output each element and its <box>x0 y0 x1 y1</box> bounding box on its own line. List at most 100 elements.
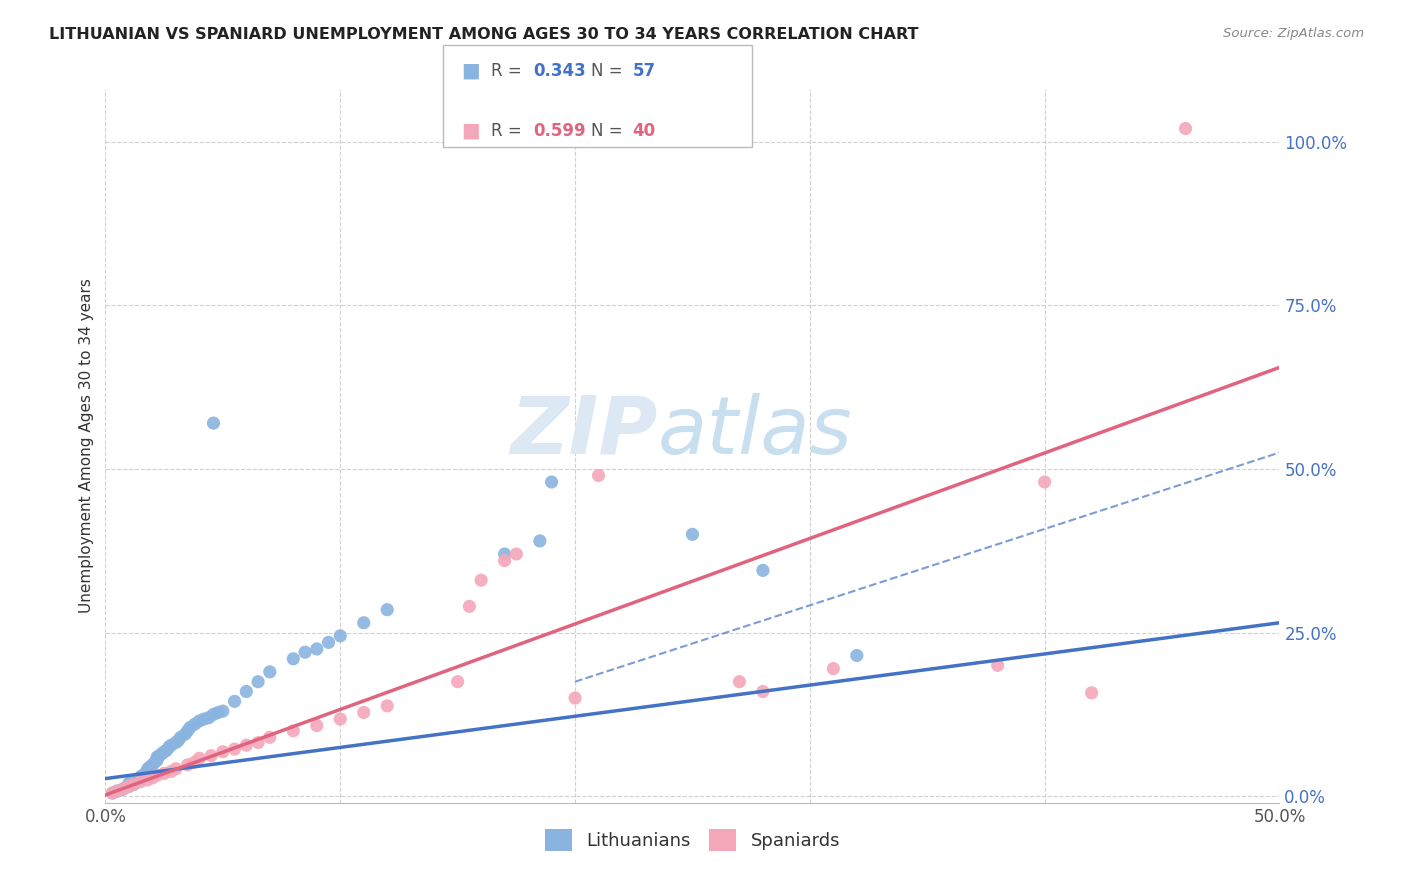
Y-axis label: Unemployment Among Ages 30 to 34 years: Unemployment Among Ages 30 to 34 years <box>79 278 94 614</box>
Point <box>183 717 205 731</box>
Point <box>494 553 516 567</box>
Point <box>165 762 187 776</box>
Point <box>146 768 169 782</box>
Point <box>329 712 352 726</box>
Point <box>200 748 222 763</box>
Point <box>207 706 229 720</box>
Point <box>129 775 152 789</box>
Point <box>283 723 305 738</box>
Point <box>179 721 201 735</box>
Point <box>305 642 328 657</box>
Point <box>122 777 145 791</box>
Point <box>987 658 1010 673</box>
Point <box>235 684 257 698</box>
Point <box>1033 475 1056 489</box>
Point <box>153 745 176 759</box>
Point <box>150 747 173 761</box>
Text: ZIP: ZIP <box>510 392 657 471</box>
Point <box>470 573 492 587</box>
Point <box>305 718 328 732</box>
Point <box>752 684 775 698</box>
Point <box>259 665 281 679</box>
Text: ▪: ▪ <box>460 57 481 86</box>
Point <box>112 781 135 796</box>
Point <box>141 757 163 772</box>
Point <box>112 781 135 796</box>
Point <box>167 733 190 747</box>
Point <box>1174 121 1197 136</box>
Point <box>155 743 177 757</box>
Point <box>224 742 246 756</box>
Point <box>105 784 128 798</box>
Point <box>202 416 225 430</box>
Point <box>146 753 169 767</box>
Point <box>447 674 470 689</box>
Point <box>129 770 152 784</box>
Point <box>105 784 128 798</box>
Text: N =: N = <box>591 122 627 140</box>
Point <box>136 762 159 776</box>
Point <box>247 674 270 689</box>
Point <box>111 782 134 797</box>
Point <box>153 766 176 780</box>
Point <box>139 760 162 774</box>
Point <box>211 745 233 759</box>
Text: ▪: ▪ <box>460 117 481 145</box>
Point <box>529 533 551 548</box>
Legend: Lithuanians, Spaniards: Lithuanians, Spaniards <box>537 822 848 858</box>
Point <box>564 691 586 706</box>
Point <box>176 757 198 772</box>
Point <box>136 772 159 787</box>
Point <box>176 723 198 738</box>
Point <box>129 771 152 785</box>
Point <box>118 780 141 794</box>
Point <box>588 468 610 483</box>
Point <box>353 706 375 720</box>
Point <box>235 738 257 752</box>
Point <box>224 694 246 708</box>
Text: 0.343: 0.343 <box>533 62 586 80</box>
Point <box>146 750 169 764</box>
Text: N =: N = <box>591 62 627 80</box>
Point <box>165 735 187 749</box>
Text: 0.599: 0.599 <box>533 122 585 140</box>
Point <box>202 707 225 722</box>
Point <box>823 662 845 676</box>
Text: R =: R = <box>491 122 527 140</box>
Point <box>188 751 211 765</box>
Point <box>157 740 180 755</box>
Text: LITHUANIAN VS SPANIARD UNEMPLOYMENT AMONG AGES 30 TO 34 YEARS CORRELATION CHART: LITHUANIAN VS SPANIARD UNEMPLOYMENT AMON… <box>49 27 918 42</box>
Point <box>375 698 398 713</box>
Point <box>125 775 148 789</box>
Point <box>169 731 191 745</box>
Point <box>211 704 233 718</box>
Point <box>132 768 155 782</box>
Point <box>845 648 868 663</box>
Point <box>101 786 124 800</box>
Point <box>134 766 156 780</box>
Point <box>294 645 316 659</box>
Point <box>101 786 124 800</box>
Point <box>318 635 340 649</box>
Point <box>540 475 562 489</box>
Point <box>118 780 141 794</box>
Point <box>353 615 375 630</box>
Text: R =: R = <box>491 62 527 80</box>
Point <box>259 731 281 745</box>
Text: 40: 40 <box>633 122 655 140</box>
Point <box>183 755 205 769</box>
Point <box>174 727 197 741</box>
Point <box>247 735 270 749</box>
Point <box>118 776 141 790</box>
Point <box>1080 686 1102 700</box>
Point <box>188 714 211 728</box>
Point <box>505 547 527 561</box>
Point <box>458 599 481 614</box>
Point <box>728 674 751 689</box>
Point <box>136 764 159 779</box>
Point <box>193 712 215 726</box>
Text: 57: 57 <box>633 62 655 80</box>
Text: Source: ZipAtlas.com: Source: ZipAtlas.com <box>1223 27 1364 40</box>
Point <box>160 738 183 752</box>
Text: atlas: atlas <box>657 392 852 471</box>
